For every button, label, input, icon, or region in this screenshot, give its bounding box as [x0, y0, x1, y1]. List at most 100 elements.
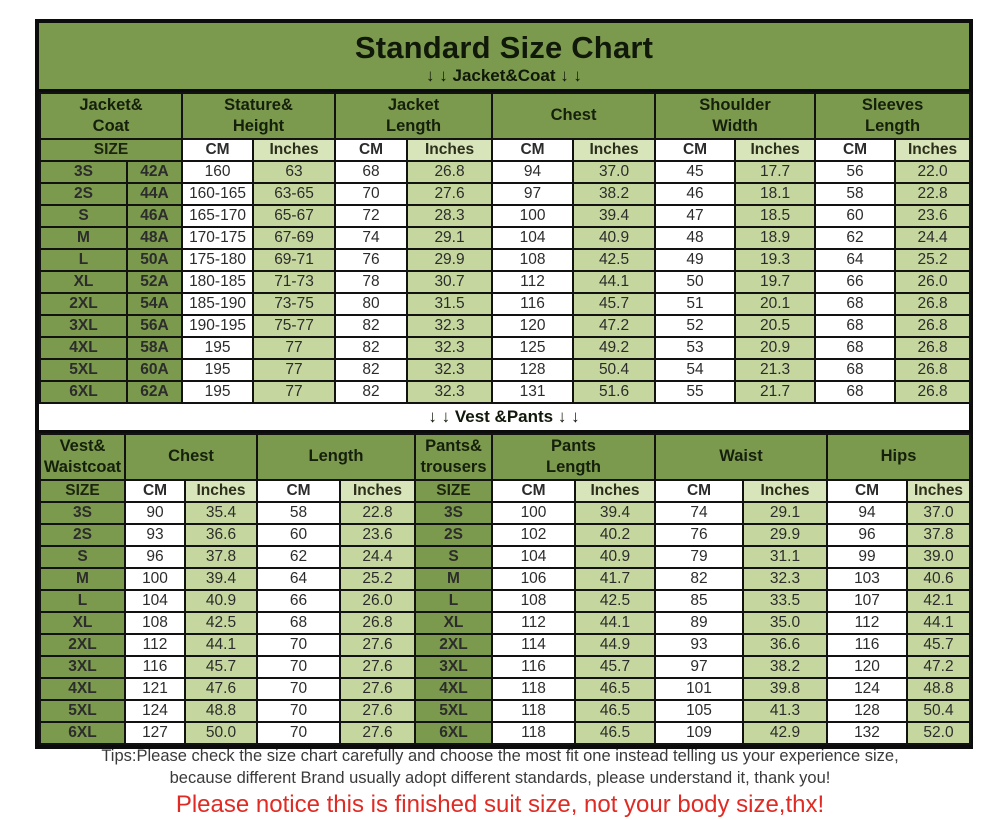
inches-value-cell: 26.0: [894, 270, 972, 294]
vest-pants-section-label: ↓ ↓ Vest &Pants ↓ ↓: [39, 404, 969, 433]
inches-value-cell: 20.9: [734, 336, 817, 360]
cm-value-cell: 108: [491, 589, 576, 613]
size-label-cell: 42A: [125, 160, 184, 184]
inches-value-cell: 26.8: [894, 314, 972, 338]
inches-value-cell: 22.0: [894, 160, 972, 184]
cm-value-cell: 180-185: [181, 270, 255, 294]
inches-value-cell: 35.4: [184, 501, 258, 525]
size-label-cell: 54A: [125, 292, 184, 316]
cm-value-cell: 160: [181, 160, 255, 184]
inches-value-cell: 42.5: [574, 589, 656, 613]
inches-value-cell: 32.3: [406, 336, 494, 360]
cm-value-cell: 195: [181, 358, 255, 382]
size-label-cell: 44A: [125, 182, 184, 206]
size-label-cell: S: [414, 545, 493, 569]
size-label-cell: 5XL: [39, 699, 126, 723]
cm-value-cell: 120: [491, 314, 575, 338]
inches-value-cell: 32.3: [406, 380, 494, 404]
cm-value-cell: 116: [491, 292, 575, 316]
inches-value-cell: 36.6: [742, 633, 828, 657]
inches-value-cell: 35.0: [742, 611, 828, 635]
cm-value-cell: 131: [491, 380, 575, 404]
inches-value-cell: 27.6: [339, 721, 416, 745]
cm-value-cell: 165-170: [181, 204, 255, 228]
cm-value-cell: 107: [826, 589, 908, 613]
inches-value-cell: 49.2: [572, 336, 657, 360]
inches-value-cell: 28.3: [406, 204, 494, 228]
inches-value-cell: 73-75: [252, 292, 337, 316]
vest-unit-header-row: SIZE CM Inches CM Inches SIZE CM Inches …: [39, 479, 972, 503]
title-band: Standard Size Chart ↓ ↓ Jacket&Coat ↓ ↓: [39, 23, 969, 92]
cm-value-cell: 101: [654, 677, 744, 701]
cm-value-cell: 50: [654, 270, 737, 294]
cm-value-cell: 104: [124, 589, 186, 613]
cm-value-cell: 99: [826, 545, 908, 569]
cm-value-cell: 66: [256, 589, 341, 613]
cm-value-cell: 108: [491, 248, 575, 272]
inches-value-cell: 44.1: [184, 633, 258, 657]
cm-column-header: CM: [491, 138, 575, 162]
cm-value-cell: 68: [334, 160, 409, 184]
cm-value-cell: 82: [334, 380, 409, 404]
table-row: 6XL 127 50.0 70 27.6 6XL 118 46.5 109 42.9 132 52.0: [39, 721, 972, 745]
inches-column-header: Inches: [406, 138, 494, 162]
tips-line-1: Tips:Please check the size chart careful…: [101, 747, 899, 765]
cm-value-cell: 62: [814, 226, 897, 250]
inches-value-cell: 23.6: [339, 523, 416, 547]
cm-value-cell: 58: [814, 182, 897, 206]
cm-column-header: CM: [124, 479, 186, 503]
inches-value-cell: 27.6: [339, 655, 416, 679]
table-row: S 96 37.8 62 24.4 S 104 40.9 79 31.1 99 39.0: [39, 545, 972, 569]
size-label-cell: M: [39, 226, 128, 250]
cm-value-cell: 97: [491, 182, 575, 206]
cm-value-cell: 70: [256, 677, 341, 701]
inches-value-cell: 33.5: [742, 589, 828, 613]
inches-value-cell: 31.1: [742, 545, 828, 569]
inches-value-cell: 42.1: [905, 589, 972, 613]
inches-value-cell: 29.1: [406, 226, 494, 250]
inches-column-header: Inches: [905, 479, 972, 503]
inches-value-cell: 44.9: [574, 633, 656, 657]
inches-value-cell: 77: [252, 336, 337, 360]
size-label-cell: 3S: [39, 160, 128, 184]
vest-table-header: Vest& Waistcoat Chest Length Pants& trou…: [39, 433, 972, 503]
cm-value-cell: 195: [181, 380, 255, 404]
cm-value-cell: 68: [814, 358, 897, 382]
inches-value-cell: 50.0: [184, 721, 258, 745]
cm-value-cell: 128: [826, 699, 908, 723]
inches-value-cell: 26.8: [894, 336, 972, 360]
size-column-header: SIZE: [39, 479, 126, 503]
cm-value-cell: 72: [334, 204, 409, 228]
inches-column-header: Inches: [339, 479, 416, 503]
inches-value-cell: 42.5: [572, 248, 657, 272]
inches-value-cell: 50.4: [905, 699, 972, 723]
jacket-table-header: Jacket& Coat Stature& Height Jacket Leng…: [38, 92, 972, 162]
inches-value-cell: 27.6: [406, 182, 494, 206]
vest-pants-size-table: Vest& Waistcoat Chest Length Pants& trou…: [39, 433, 972, 745]
inches-value-cell: 23.6: [894, 204, 972, 228]
inches-value-cell: 29.9: [742, 523, 828, 547]
cm-value-cell: 100: [491, 501, 576, 525]
cm-value-cell: 60: [814, 204, 897, 228]
cm-value-cell: 54: [654, 358, 737, 382]
table-row: 3S 90 35.4 58 22.8 3S 100 39.4 74 29.1 94 37.0: [39, 501, 972, 525]
table-row: M 48A 170-175 67-69 74 29.1 104 40.9 48 18.9 62 24.…: [39, 226, 972, 250]
cm-value-cell: 66: [814, 270, 897, 294]
inches-value-cell: 37.0: [572, 160, 657, 184]
size-label-cell: M: [414, 567, 493, 591]
inches-value-cell: 77: [252, 380, 337, 404]
size-label-cell: 50A: [125, 248, 184, 272]
cm-value-cell: 64: [814, 248, 897, 272]
cm-value-cell: 68: [814, 336, 897, 360]
cm-value-cell: 112: [491, 270, 575, 294]
size-label-cell: 3S: [414, 501, 493, 525]
table-row: S 46A 165-170 65-67 72 28.3 100 39.4 47 18.5 60 23.…: [39, 204, 972, 228]
cm-value-cell: 60: [256, 523, 341, 547]
inches-value-cell: 40.6: [905, 567, 972, 591]
cm-value-cell: 48: [654, 226, 737, 250]
size-label-cell: 2XL: [39, 633, 126, 657]
size-label-cell: L: [39, 248, 128, 272]
cm-value-cell: 96: [826, 523, 908, 547]
inches-value-cell: 47.2: [905, 655, 972, 679]
inches-value-cell: 40.9: [184, 589, 258, 613]
